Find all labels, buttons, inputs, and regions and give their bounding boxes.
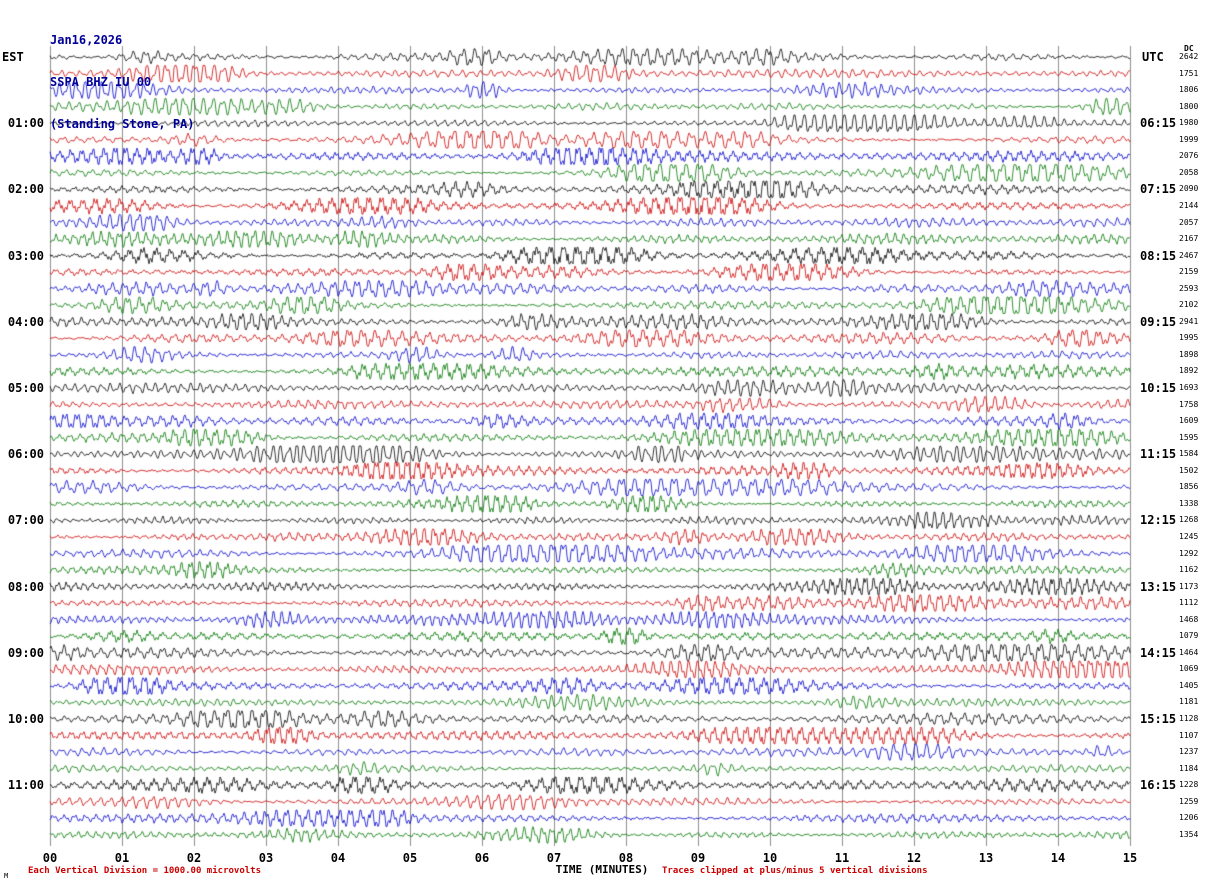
dc-value: 1112	[1179, 598, 1199, 608]
dc-value: 2144	[1179, 200, 1199, 210]
dc-value: 1693	[1179, 383, 1199, 392]
est-hour-label: 09:00	[7, 645, 44, 660]
x-tick-label: 12	[906, 851, 922, 865]
utc-hour-label: 06:15	[1140, 116, 1177, 131]
x-tick-label: 07	[546, 851, 562, 865]
utc-hour-label: 08:15	[1140, 248, 1177, 263]
dc-value: 1228	[1179, 780, 1199, 790]
dc-value: 1892	[1179, 366, 1199, 376]
x-tick-label: 13	[978, 851, 994, 865]
dc-value: 1999	[1179, 134, 1199, 144]
dc-value: 2090	[1179, 184, 1199, 194]
x-axis-title: TIME (MINUTES)	[555, 863, 649, 876]
est-hour-label: 10:00	[7, 712, 44, 726]
x-tick-label: 01	[114, 851, 130, 865]
dc-value: 2159	[1179, 267, 1199, 277]
dc-value: 1898	[1179, 349, 1199, 359]
dc-value: 1292	[1179, 548, 1199, 558]
utc-hour-label: 10:15	[1140, 381, 1177, 395]
title-block: Jan16,2026 SSPA BHZ IU 00 (Standing Ston…	[50, 5, 195, 159]
dc-value: 2642	[1179, 52, 1199, 61]
est-hour-label: 01:00	[7, 116, 44, 131]
clip-note: Traces clipped at plus/minus 5 vertical …	[662, 866, 928, 876]
left-timezone-label: EST	[2, 50, 24, 64]
dc-value: 1107	[1179, 730, 1199, 740]
utc-hour-label: 07:15	[1140, 182, 1177, 197]
x-tick-label: 06	[474, 851, 490, 865]
dc-value: 1354	[1179, 829, 1199, 839]
dc-value: 1259	[1179, 796, 1199, 806]
dc-value: 1980	[1179, 118, 1199, 128]
est-hour-label: 03:00	[7, 248, 44, 263]
dc-value: 1184	[1179, 763, 1199, 773]
corner-mark: M	[4, 872, 9, 880]
dc-value: 1502	[1179, 465, 1199, 475]
dc-value: 1800	[1179, 101, 1199, 111]
est-hour-label: 06:00	[7, 447, 44, 462]
dc-value: 2058	[1179, 167, 1199, 177]
dc-value: 2167	[1179, 234, 1199, 244]
dc-value: 1173	[1179, 581, 1199, 591]
dc-value: 1405	[1179, 680, 1199, 690]
dc-value: 1069	[1179, 664, 1199, 674]
dc-value: 1995	[1179, 333, 1199, 343]
dc-value: 2467	[1179, 250, 1199, 260]
utc-hour-label: 09:15	[1140, 314, 1177, 329]
est-hour-label: 05:00	[7, 381, 44, 395]
est-hour-label: 07:00	[7, 513, 44, 528]
dc-value: 1268	[1179, 515, 1199, 525]
title-station: SSPA BHZ IU 00	[50, 75, 152, 89]
est-hour-label: 11:00	[7, 778, 44, 793]
dc-value: 1751	[1179, 68, 1199, 78]
utc-hour-label: 11:15	[1140, 447, 1177, 462]
utc-hour-label: 14:15	[1140, 645, 1177, 660]
dc-value: 1079	[1179, 631, 1199, 641]
dc-column-header: DC	[1184, 44, 1194, 53]
dc-value: 1464	[1179, 647, 1199, 657]
dc-value: 1758	[1179, 399, 1199, 409]
title-date: Jan16,2026	[50, 33, 123, 47]
dc-value: 1206	[1179, 813, 1199, 823]
dc-value: 2057	[1179, 217, 1199, 227]
est-hour-label: 02:00	[7, 182, 44, 197]
x-tick-label: 09	[690, 851, 706, 865]
x-tick-label: 04	[330, 851, 346, 865]
utc-hour-label: 15:15	[1140, 712, 1177, 726]
vertical-division-note: Each Vertical Division = 1000.00 microvo…	[28, 866, 261, 876]
dc-value: 2941	[1179, 316, 1199, 326]
dc-value: 1245	[1179, 531, 1199, 541]
x-tick-label: 02	[186, 851, 202, 865]
dc-value: 1468	[1179, 614, 1199, 624]
est-hour-label: 04:00	[7, 314, 44, 329]
x-tick-label: 15	[1122, 851, 1138, 865]
x-tick-label: 05	[402, 851, 418, 865]
x-tick-label: 00	[42, 851, 58, 865]
utc-hour-label: 12:15	[1140, 513, 1177, 528]
dc-value: 2076	[1179, 151, 1199, 161]
x-tick-label: 08	[618, 851, 634, 865]
utc-hour-label: 16:15	[1140, 778, 1177, 793]
dc-value: 1595	[1179, 432, 1199, 442]
right-timezone-label: UTC	[1142, 50, 1164, 64]
x-tick-label: 11	[834, 851, 850, 865]
dc-value: 1806	[1179, 85, 1199, 95]
utc-hour-label: 13:15	[1140, 579, 1177, 594]
dc-value: 1237	[1179, 747, 1199, 757]
dc-value: 2102	[1179, 300, 1199, 310]
dc-value: 1338	[1179, 498, 1199, 508]
x-tick-label: 03	[258, 851, 274, 865]
dc-value: 1584	[1179, 449, 1199, 459]
dc-value: 1181	[1179, 697, 1199, 707]
dc-value: 2593	[1179, 283, 1199, 293]
dc-value: 1128	[1179, 714, 1199, 723]
title-location: (Standing Stone, PA)	[50, 117, 195, 131]
dc-value: 1856	[1179, 482, 1199, 492]
dc-value: 1162	[1179, 565, 1199, 575]
x-tick-label: 10	[762, 851, 778, 865]
x-tick-label: 14	[1050, 851, 1066, 865]
dc-value: 1609	[1179, 416, 1199, 426]
est-hour-label: 08:00	[7, 579, 44, 594]
